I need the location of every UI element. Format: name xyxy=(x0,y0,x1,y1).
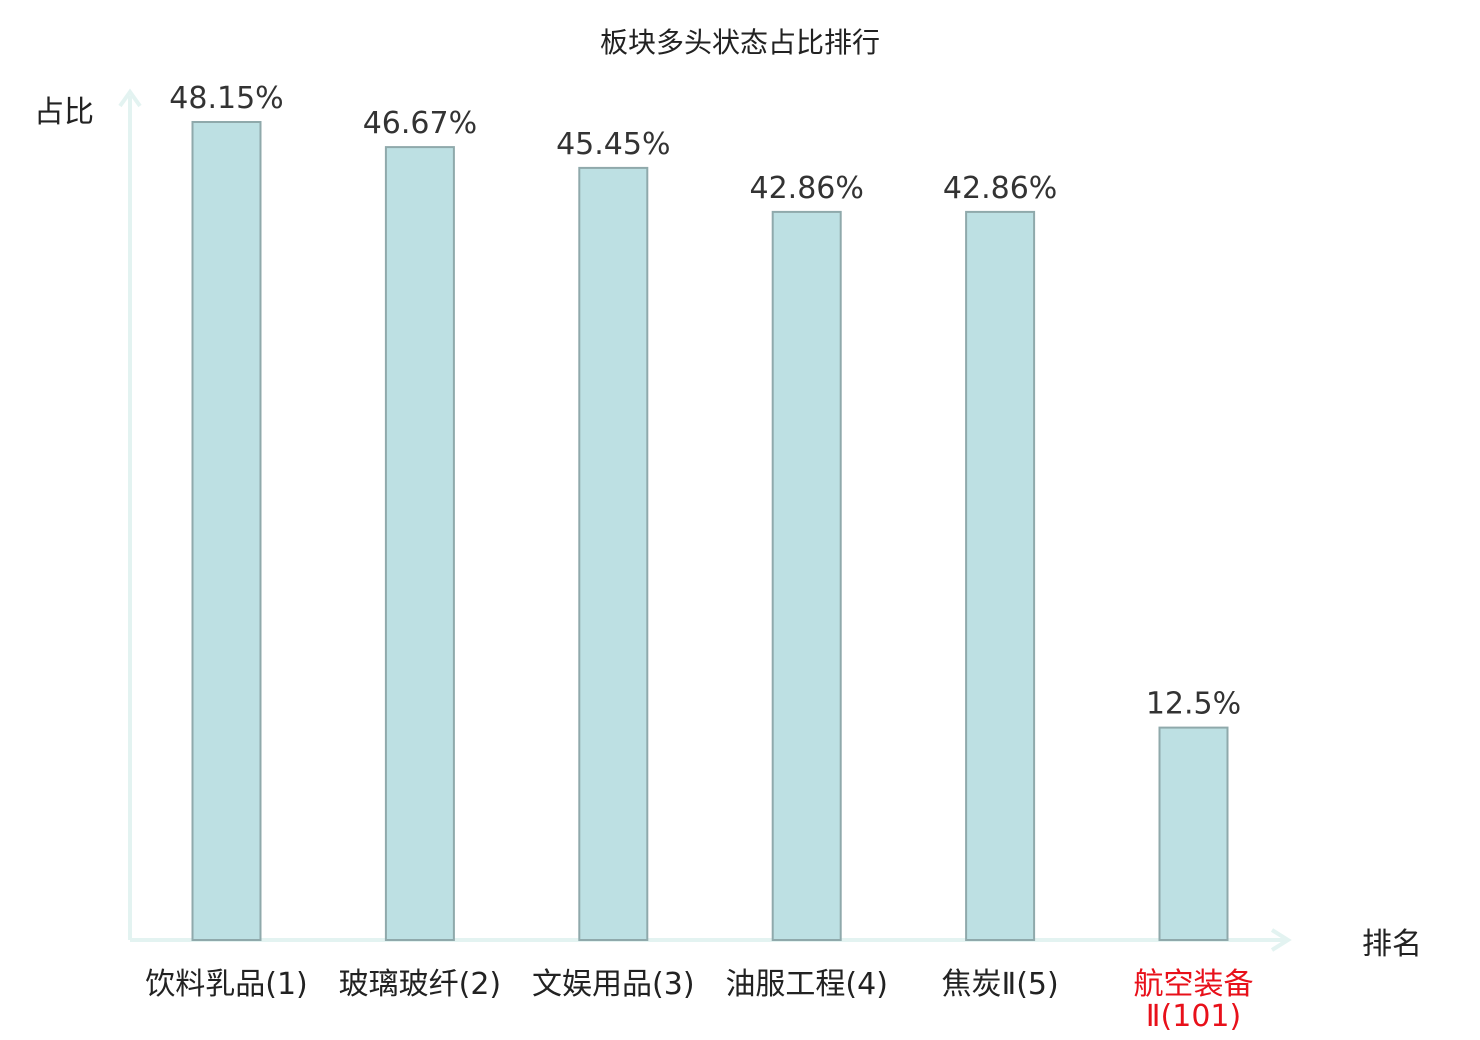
bar-value-label: 12.5% xyxy=(1146,687,1241,722)
bar xyxy=(965,210,1036,941)
x-tick-label: 文娱用品(3) xyxy=(532,967,695,1002)
x-tick-label: 航空装备 xyxy=(1134,967,1254,1002)
x-tick-label: 饮料乳品(1) xyxy=(145,967,308,1002)
x-tick-label: 油服工程(4) xyxy=(725,967,888,1002)
chart-title: 板块多头状态占比排行 xyxy=(600,26,880,59)
bar-value-label: 42.86% xyxy=(943,171,1057,206)
category-labels-group: 饮料乳品(1) 玻璃玻纤(2) 文娱用品(3) 油服工程(4) 焦炭Ⅱ(5) 航空装备Ⅱ(… xyxy=(145,967,1253,1034)
x-tick-label: 焦炭Ⅱ(5) xyxy=(941,967,1058,1002)
value-labels-group: 48.15% 46.67% 45.45% 42.86% 42.86% 12.5% xyxy=(169,81,1241,722)
bar xyxy=(771,210,842,941)
bar xyxy=(384,146,455,942)
bar-value-label: 46.67% xyxy=(363,106,477,141)
y-axis-label: 占比 xyxy=(34,95,94,130)
bar xyxy=(191,121,262,941)
x-axis-arrow xyxy=(1270,928,1292,952)
x-tick-label: Ⅱ(101) xyxy=(1146,999,1241,1034)
bar xyxy=(578,166,649,941)
bars-group xyxy=(191,121,1229,942)
bar-value-label: 45.45% xyxy=(556,127,670,162)
x-tick-label: 玻璃玻纤(2) xyxy=(339,967,502,1002)
y-axis-arrow xyxy=(118,88,142,108)
x-axis-label: 排名 xyxy=(1362,927,1422,962)
axes xyxy=(118,88,1292,952)
bar-value-label: 48.15% xyxy=(169,81,283,116)
bar xyxy=(1158,726,1229,941)
bar-value-label: 42.86% xyxy=(750,171,864,206)
